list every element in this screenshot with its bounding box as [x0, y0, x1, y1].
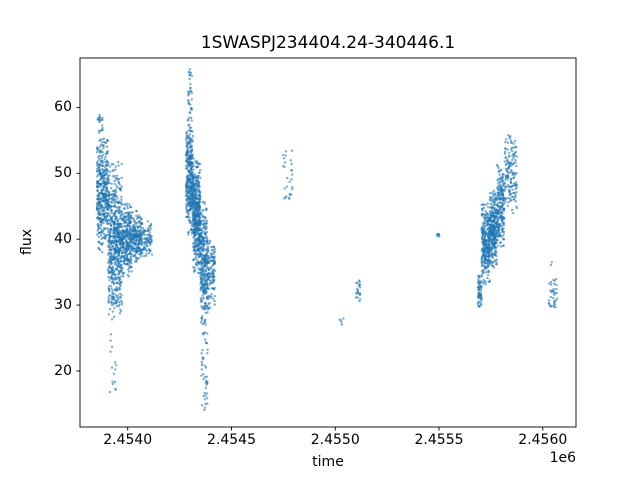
x-axis-label: time [312, 454, 344, 470]
x-axis-offset-label: 1e6 [549, 450, 576, 466]
y-axis-label: flux [19, 229, 35, 255]
chart-title: 1SWASPJ234404.24-340446.1 [200, 33, 456, 53]
